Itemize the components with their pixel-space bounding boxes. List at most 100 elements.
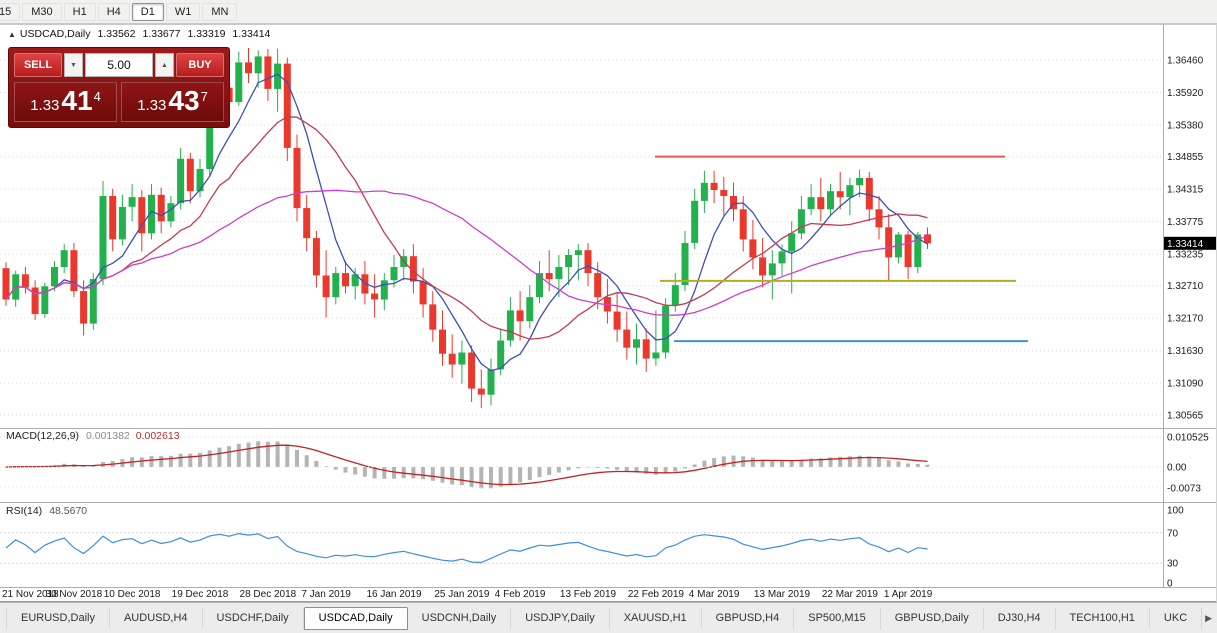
- chart-tab-sp500-m15[interactable]: SP500,M15: [794, 607, 881, 629]
- candle: [2, 268, 10, 300]
- date-axis-label: 4 Feb 2019: [495, 589, 546, 600]
- macd-bar: [275, 441, 280, 467]
- chart-tab-gbpusd-h4[interactable]: GBPUSD,H4: [702, 607, 795, 629]
- candle: [31, 287, 39, 314]
- ohlc-close-value: 1.33414: [232, 28, 271, 40]
- candle: [157, 194, 165, 222]
- timeframe-button-15[interactable]: 15: [0, 2, 21, 21]
- rsi-panel-header: RSI(14) 48.5670: [6, 505, 87, 517]
- sell-button[interactable]: SELL: [14, 53, 62, 77]
- candle: [739, 209, 747, 240]
- candle: [254, 56, 262, 74]
- macd-bar: [382, 467, 387, 479]
- macd-bar: [430, 467, 435, 481]
- macd-bar: [304, 455, 309, 467]
- volume-input[interactable]: [85, 53, 153, 77]
- date-axis-label: 1 Apr 2019: [884, 589, 933, 600]
- sell-price-prefix: 1.33: [30, 97, 60, 114]
- macd-panel-header: MACD(12,26,9) 0.001382 0.002613: [6, 430, 180, 442]
- timeframe-button-h1[interactable]: H1: [63, 2, 96, 21]
- macd-bar: [576, 467, 581, 469]
- candle: [894, 234, 902, 258]
- rsi-title: RSI(14): [6, 505, 43, 517]
- macd-bar: [605, 467, 610, 469]
- ma-fast-line: [5, 73, 928, 372]
- timeframe-button-mn[interactable]: MN: [202, 2, 238, 21]
- chart-tab-usdchf-daily[interactable]: USDCHF,Daily: [203, 607, 304, 629]
- tab-scroll-right-icon[interactable]: ▶: [1205, 613, 1212, 623]
- volume-increase-icon[interactable]: ▲: [155, 53, 174, 77]
- candle: [468, 352, 476, 389]
- candle: [536, 273, 543, 298]
- macd-bar: [595, 467, 600, 468]
- candle: [700, 182, 708, 201]
- candle: [80, 291, 88, 324]
- chart-tab-xauusd-h1[interactable]: XAUUSD,H1: [610, 607, 702, 629]
- macd-bar: [566, 467, 571, 471]
- candle: [516, 310, 524, 322]
- macd-bar: [372, 467, 377, 479]
- macd-bar: [256, 441, 261, 467]
- macd-bar: [760, 459, 765, 467]
- rsi-axis-label: 0: [1167, 579, 1173, 590]
- candle: [836, 191, 844, 198]
- candle: [904, 234, 912, 267]
- ohlc-high-value: 1.33677: [142, 28, 181, 40]
- chart-tab-gbpusd-daily[interactable]: GBPUSD,Daily: [881, 607, 984, 629]
- candle: [555, 267, 563, 279]
- macd-value-1: 0.001382: [85, 430, 130, 442]
- macd-bar: [333, 467, 338, 470]
- candle: [574, 250, 582, 255]
- candle: [827, 191, 834, 210]
- timeframe-button-h4[interactable]: H4: [97, 2, 130, 21]
- macd-bar: [362, 467, 367, 477]
- candle: [128, 197, 136, 207]
- candle: [545, 273, 553, 280]
- volume-decrease-icon[interactable]: ▼: [64, 53, 83, 77]
- candle: [70, 250, 78, 292]
- macd-bar: [712, 458, 717, 467]
- buy-button[interactable]: BUY: [176, 53, 224, 77]
- chart-tab-tech100-h1[interactable]: TECH100,H1: [1056, 607, 1150, 629]
- macd-bar: [421, 467, 426, 480]
- candle: [749, 239, 757, 258]
- date-axis-label: 22 Mar 2019: [822, 589, 879, 600]
- sell-price-big-digits: 41: [61, 85, 93, 116]
- candle: [768, 263, 776, 276]
- collapse-triangle-icon[interactable]: ▲: [8, 30, 16, 39]
- timeframe-button-w1[interactable]: W1: [165, 2, 201, 21]
- candle: [332, 273, 340, 298]
- date-axis-label: 25 Jan 2019: [434, 589, 489, 600]
- macd-bar: [547, 467, 552, 475]
- buy-price-pip-digit: 7: [200, 89, 208, 104]
- macd-bar: [440, 467, 445, 483]
- buy-price-display[interactable]: 1.33 43 7: [121, 82, 224, 122]
- macd-bar: [653, 467, 658, 475]
- chart-tab-usdcnh-daily[interactable]: USDCNH,Daily: [408, 607, 512, 629]
- rsi-value: 48.5670: [49, 505, 88, 517]
- timeframe-toolbar: 15 M30 H1 H4 D1 W1 MN: [0, 0, 1217, 24]
- macd-bar: [4, 467, 8, 468]
- price-axis-label: 1.32710: [1167, 281, 1204, 292]
- timeframe-button-m30[interactable]: M30: [22, 2, 62, 21]
- chart-tab-eurusd-daily[interactable]: EURUSD,Daily: [6, 607, 110, 629]
- sell-price-display[interactable]: 1.33 41 4: [14, 82, 117, 122]
- chart-tab-usdcad-daily[interactable]: USDCAD,Daily: [303, 606, 408, 630]
- chart-ohlc-header: ▲ USDCAD,Daily 1.33562 1.33677 1.33319 1.3341…: [8, 28, 270, 40]
- macd-bar: [450, 467, 455, 485]
- timeframe-button-d1[interactable]: D1: [131, 2, 164, 21]
- candle: [196, 168, 204, 192]
- macd-bar: [692, 464, 697, 467]
- chart-tab-audusd-h4[interactable]: AUDUSD,H4: [110, 607, 203, 629]
- chart-tab-usdjpy-daily[interactable]: USDJPY,Daily: [511, 607, 610, 629]
- chart-tab-ukc[interactable]: UKC: [1150, 607, 1203, 629]
- macd-bar: [314, 460, 319, 467]
- macd-bar: [479, 467, 484, 489]
- macd-bar: [663, 467, 668, 474]
- chart-tab-dj30-h4[interactable]: DJ30,H4: [984, 607, 1056, 629]
- ma-medium-line: [5, 116, 928, 340]
- candle: [419, 281, 427, 305]
